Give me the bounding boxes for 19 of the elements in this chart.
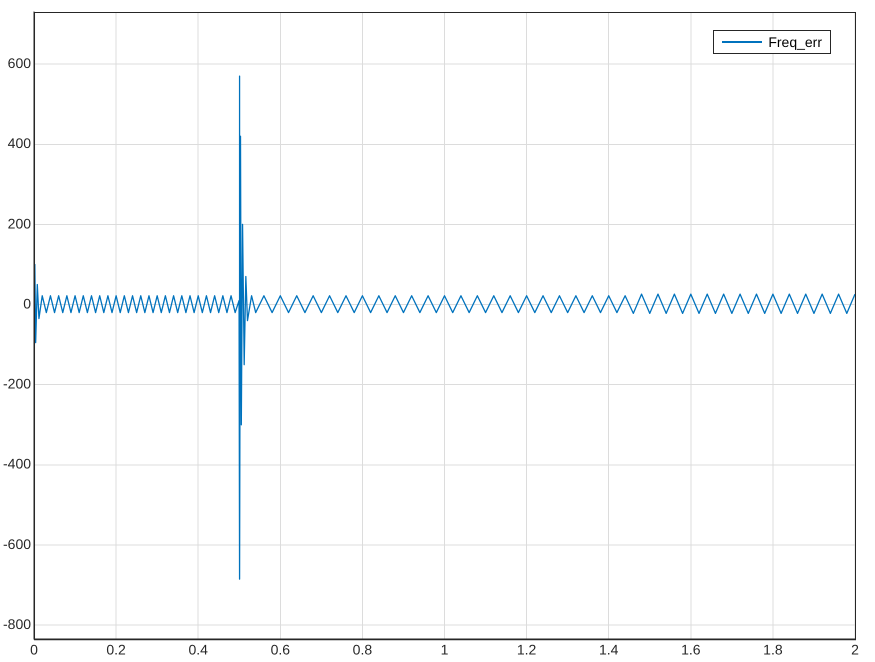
x-tick-label: 0.2 [106,641,126,658]
y-tick-label: -800 [2,616,32,632]
y-tick-label: 400 [8,135,32,152]
y-tick-label: -400 [2,456,32,472]
y-tick-label: -600 [2,536,32,552]
y-tick-label: 600 [8,54,32,71]
legend-label: Freq_err [768,34,822,50]
x-tick-label: 1.4 [598,641,619,658]
y-tick-label: 0 [23,295,32,312]
x-tick-label: 2 [851,641,860,658]
x-tick-label: 0.4 [188,641,208,658]
y-tick-label: 200 [8,215,32,232]
x-tick-label: 0.8 [352,641,372,658]
x-tick-label: 1 [440,641,449,658]
x-tick-label: 1.8 [763,641,783,658]
x-tick-label: 0.6 [270,641,290,658]
x-tick-label: 1.2 [516,641,537,658]
y-tick-label: -200 [2,376,32,392]
x-tick-label: 1.6 [681,641,701,658]
